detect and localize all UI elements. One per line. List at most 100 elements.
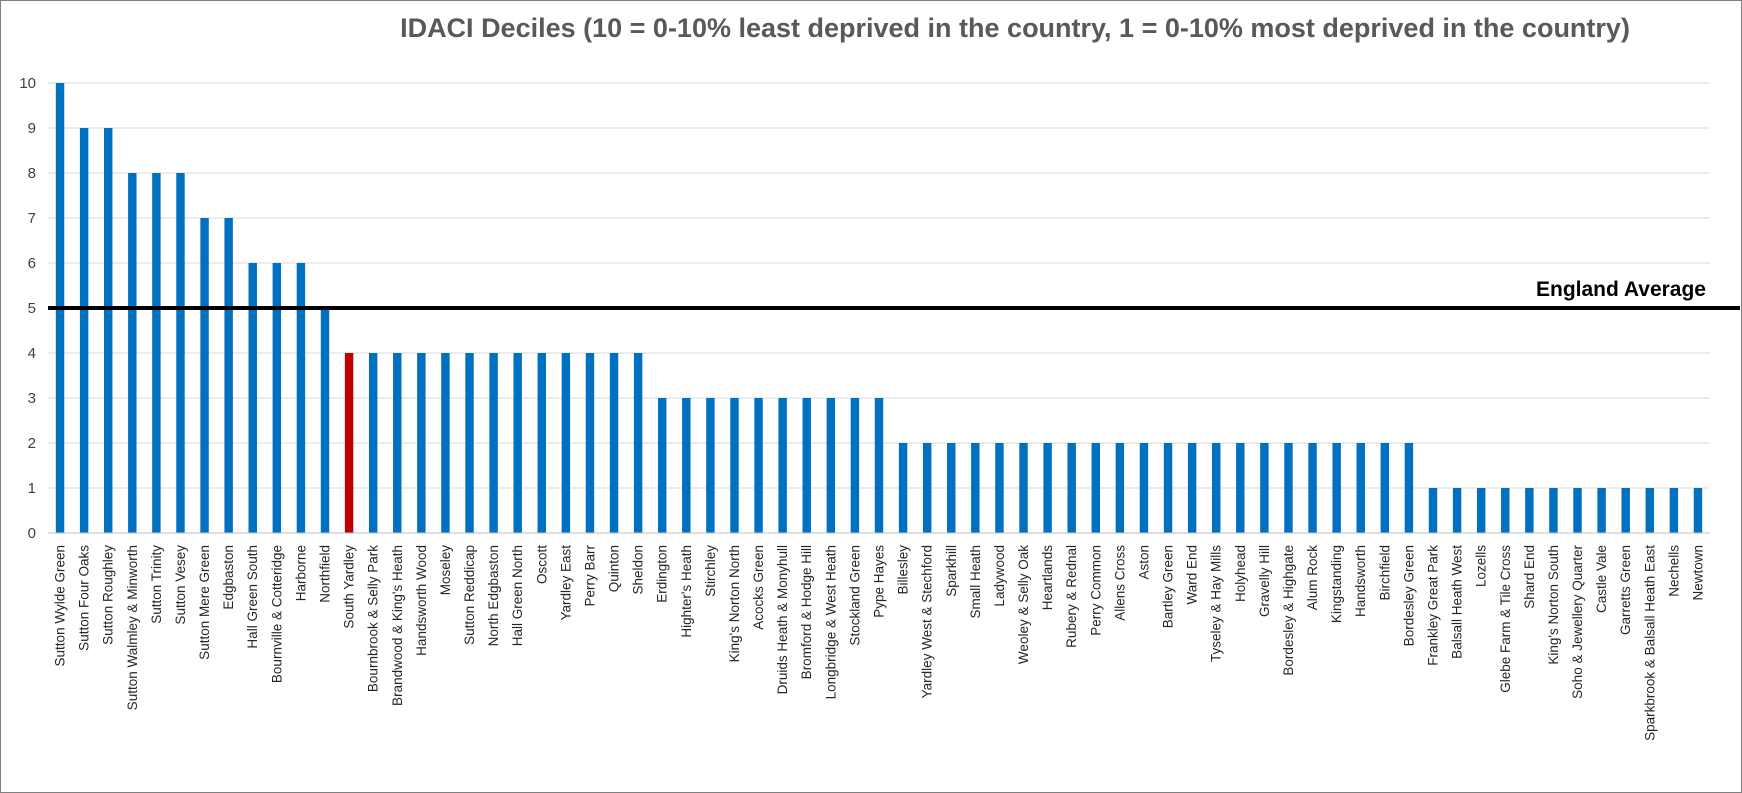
bar bbox=[826, 398, 836, 533]
bar bbox=[585, 353, 595, 533]
bar bbox=[561, 353, 571, 533]
x-category-label: Handsworth Wood bbox=[414, 545, 429, 656]
bar bbox=[1428, 488, 1438, 533]
bar bbox=[104, 128, 113, 533]
x-category-label: Heartlands bbox=[1040, 545, 1055, 611]
bar bbox=[802, 398, 811, 533]
bar bbox=[224, 218, 233, 533]
y-tick-label: 6 bbox=[28, 255, 36, 272]
x-category-label: Sutton Trinity bbox=[149, 545, 164, 624]
bar bbox=[706, 398, 715, 533]
bar bbox=[1452, 488, 1462, 533]
x-category-label: Glebe Farm & Tile Cross bbox=[1498, 545, 1513, 693]
bar bbox=[754, 398, 763, 533]
x-category-label: Castle Vale bbox=[1594, 545, 1609, 613]
x-category-label: Sheldon bbox=[631, 545, 646, 595]
x-category-label: Harborne bbox=[293, 545, 308, 601]
bars bbox=[55, 83, 1703, 533]
bar bbox=[152, 173, 161, 533]
x-category-label: Gravelly Hill bbox=[1257, 545, 1272, 617]
x-category-label: Highter's Heath bbox=[679, 545, 694, 638]
x-category-label: Birchfield bbox=[1377, 545, 1392, 601]
bar bbox=[1356, 443, 1365, 533]
x-category-label: Sutton Vesey bbox=[173, 545, 188, 625]
x-category-label: King's Norton South bbox=[1546, 545, 1561, 665]
x-category-label: Shard End bbox=[1522, 545, 1537, 609]
x-category-label: Alum Rock bbox=[1305, 545, 1320, 611]
bar bbox=[79, 128, 89, 533]
y-tick-label: 0 bbox=[28, 525, 36, 542]
y-tick-label: 10 bbox=[19, 75, 36, 92]
bar bbox=[1332, 443, 1341, 533]
bar bbox=[489, 353, 498, 533]
bar bbox=[368, 353, 378, 533]
x-category-label: Ladywood bbox=[992, 545, 1007, 607]
x-category-label: Sutton Wylde Green bbox=[53, 545, 68, 666]
y-tick-label: 3 bbox=[28, 390, 36, 407]
y-tick-label: 9 bbox=[28, 120, 36, 137]
x-category-label: Aston bbox=[1136, 545, 1151, 580]
x-category-label: Northfield bbox=[318, 545, 333, 603]
x-category-label: Sutton Reddicap bbox=[462, 545, 477, 645]
bar bbox=[1380, 443, 1390, 533]
x-category-label: Bromford & Hodge Hill bbox=[799, 545, 814, 679]
bar bbox=[1163, 443, 1173, 533]
x-category-label: Tyseley & Hay Mills bbox=[1209, 545, 1224, 662]
x-category-label: Rubery & Rednal bbox=[1064, 545, 1079, 648]
x-category-label: Sparkbrook & Balsall Heath East bbox=[1642, 545, 1657, 741]
bar bbox=[1139, 443, 1149, 533]
x-category-label: Frankley Great Park bbox=[1426, 545, 1441, 666]
x-category-label: Nechells bbox=[1666, 545, 1681, 597]
bar bbox=[995, 443, 1004, 533]
x-category-label: Bordesley Green bbox=[1401, 545, 1416, 646]
bar bbox=[947, 443, 956, 533]
x-category-label: Quinton bbox=[607, 545, 622, 592]
x-category-label: Stirchley bbox=[703, 545, 718, 597]
bar bbox=[874, 398, 884, 533]
x-category-label: Sutton Mere Green bbox=[197, 545, 212, 660]
x-category-label: Perry Barr bbox=[582, 545, 597, 607]
bar bbox=[296, 263, 306, 533]
bar bbox=[248, 263, 257, 533]
x-category-label: King's Norton North bbox=[727, 545, 742, 662]
x-category-label: Balsall Heath West bbox=[1450, 545, 1465, 659]
x-category-label: Garretts Green bbox=[1618, 545, 1633, 635]
bar bbox=[1549, 488, 1558, 533]
x-category-label: Sutton Four Oaks bbox=[77, 545, 92, 651]
bar bbox=[850, 398, 860, 533]
x-category-label: Soho & Jewellery Quarter bbox=[1570, 545, 1585, 699]
x-category-label: Bartley Green bbox=[1161, 545, 1176, 628]
x-category-label: Hall Green North bbox=[510, 545, 525, 646]
bar bbox=[1404, 443, 1414, 533]
x-category-label: Billesley bbox=[896, 545, 911, 595]
bar bbox=[320, 308, 330, 533]
x-category-label: Newtown bbox=[1690, 545, 1705, 601]
bar bbox=[1308, 443, 1317, 533]
bar bbox=[1693, 488, 1703, 533]
x-category-label: Handsworth bbox=[1353, 545, 1368, 617]
x-category-label: Yardley East bbox=[558, 545, 573, 621]
x-category-label: Moseley bbox=[438, 545, 453, 596]
x-category-label: Lozells bbox=[1474, 545, 1489, 587]
bar bbox=[1067, 443, 1076, 533]
bar bbox=[971, 443, 980, 533]
x-category-label: Kingstanding bbox=[1329, 545, 1344, 623]
bar bbox=[1019, 443, 1028, 533]
bar bbox=[1284, 443, 1293, 533]
bar bbox=[1187, 443, 1197, 533]
y-tick-label: 2 bbox=[28, 435, 36, 452]
y-axis-ticks: 0 1 2 3 4 5 6 7 8 9 10 bbox=[19, 75, 36, 542]
bar bbox=[1043, 443, 1052, 533]
x-category-label: South Yardley bbox=[342, 545, 357, 629]
bar bbox=[898, 443, 908, 533]
bar bbox=[730, 398, 739, 533]
x-category-label: Weoley & Selly Oak bbox=[1016, 545, 1031, 664]
bar bbox=[537, 353, 546, 533]
x-category-label: Edgbaston bbox=[221, 545, 236, 610]
x-category-label: Erdington bbox=[655, 545, 670, 603]
y-tick-label: 1 bbox=[28, 480, 36, 497]
x-category-label: Bournville & Cotteridge bbox=[269, 545, 284, 683]
bar bbox=[1597, 488, 1606, 533]
x-category-label: Pype Hayes bbox=[872, 545, 887, 618]
